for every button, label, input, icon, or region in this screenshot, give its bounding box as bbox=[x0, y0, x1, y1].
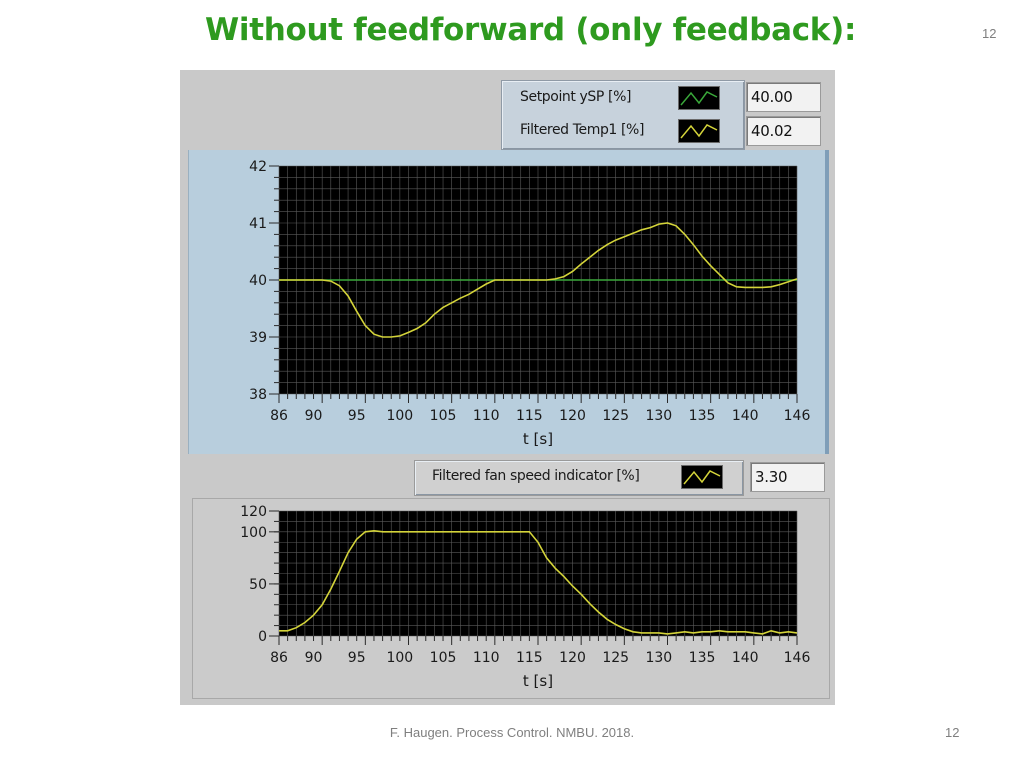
x-tick-label: 120 bbox=[559, 650, 586, 666]
x-tick-label: 105 bbox=[430, 650, 457, 666]
y-tick-label: 39 bbox=[249, 330, 267, 346]
x-tick-label: 130 bbox=[645, 650, 672, 666]
x-tick-label: 110 bbox=[473, 650, 500, 666]
x-tick-label: 95 bbox=[348, 408, 366, 424]
x-tick-label: 115 bbox=[516, 650, 543, 666]
page-number-bottom: 12 bbox=[945, 725, 960, 740]
x-tick-label: 90 bbox=[305, 650, 323, 666]
x-tick-label: 140 bbox=[732, 408, 759, 424]
x-tick-label: 90 bbox=[305, 408, 323, 424]
setpoint-swatch-icon[interactable] bbox=[678, 86, 720, 110]
y-tick-label: 0 bbox=[258, 629, 267, 645]
x-tick-label: 125 bbox=[602, 650, 629, 666]
fan-speed-graph-frame: 86 90 95 100 105 110 115 120 125 130 135 140 146 0 50 1… bbox=[192, 498, 830, 699]
setpoint-swatch-line bbox=[680, 91, 718, 106]
labview-panel: Setpoint ySP [%] Filtered Temp1 [%] 40.0… bbox=[180, 70, 835, 705]
slide-title: Without feedforward (only feedback): bbox=[205, 12, 857, 48]
fan-speed-chart: 86 90 95 100 105 110 115 120 125 130 135 140 146 0 50 1… bbox=[240, 504, 811, 690]
page-number-top: 12 bbox=[982, 26, 997, 41]
y-tick-label: 100 bbox=[240, 525, 267, 541]
series-line-1 bbox=[279, 529, 798, 635]
x-tick-label: 135 bbox=[689, 650, 716, 666]
x-tick-label: 110 bbox=[473, 408, 500, 424]
filtered-temp-swatch-icon[interactable] bbox=[678, 119, 720, 143]
y-tick-label: 120 bbox=[240, 504, 267, 520]
x-tick-label: 135 bbox=[689, 408, 716, 424]
temperature-chart: 86 90 95 100 105 110 115 120 125 130 135 140 146 38 39… bbox=[249, 159, 811, 448]
footer-text: F. Haugen. Process Control. NMBU. 2018. bbox=[389, 725, 635, 740]
fan-speed-swatch-icon[interactable] bbox=[681, 465, 723, 489]
grid bbox=[278, 510, 798, 637]
legend-label-fan-speed: Filtered fan speed indicator [%] bbox=[432, 468, 640, 484]
x-tick-label: 146 bbox=[784, 408, 811, 424]
legend-label-setpoint: Setpoint ySP [%] bbox=[520, 89, 632, 105]
setpoint-value: 40.00 bbox=[746, 82, 821, 112]
x-axis-label: t [s] bbox=[523, 430, 553, 448]
legend-top: Setpoint ySP [%] Filtered Temp1 [%] bbox=[501, 80, 745, 150]
x-tick-label: 86 bbox=[270, 650, 288, 666]
x-tick-label: 105 bbox=[430, 408, 457, 424]
x-tick-label: 115 bbox=[516, 408, 543, 424]
y-tick-label: 50 bbox=[249, 577, 267, 593]
legend-label-filtered-temp: Filtered Temp1 [%] bbox=[520, 122, 645, 138]
x-tick-label: 146 bbox=[784, 650, 811, 666]
y-tick-label: 41 bbox=[249, 216, 267, 232]
x-tick-label: 86 bbox=[270, 408, 288, 424]
x-tick-label: 100 bbox=[386, 650, 413, 666]
x-tick-label: 120 bbox=[559, 408, 586, 424]
y-tick-label: 42 bbox=[249, 159, 267, 175]
series-line-2 bbox=[279, 222, 798, 338]
y-tick-label: 40 bbox=[249, 273, 267, 289]
x-tick-label: 130 bbox=[645, 408, 672, 424]
temperature-graph-frame: 86 90 95 100 105 110 115 120 125 130 135 140 146 38 39… bbox=[188, 150, 829, 454]
filtered-temp-swatch-line bbox=[680, 124, 718, 139]
fan-speed-swatch-line bbox=[683, 470, 721, 485]
x-tick-label: 125 bbox=[602, 408, 629, 424]
x-tick-label: 100 bbox=[386, 408, 413, 424]
x-tick-label: 95 bbox=[348, 650, 366, 666]
filtered-temp-value: 40.02 bbox=[746, 116, 821, 146]
y-tick-label: 38 bbox=[249, 387, 267, 403]
x-axis-label: t [s] bbox=[523, 672, 553, 690]
x-tick-label: 140 bbox=[732, 650, 759, 666]
fan-speed-value: 3.30 bbox=[750, 462, 825, 492]
legend-bottom: Filtered fan speed indicator [%] bbox=[414, 460, 744, 496]
